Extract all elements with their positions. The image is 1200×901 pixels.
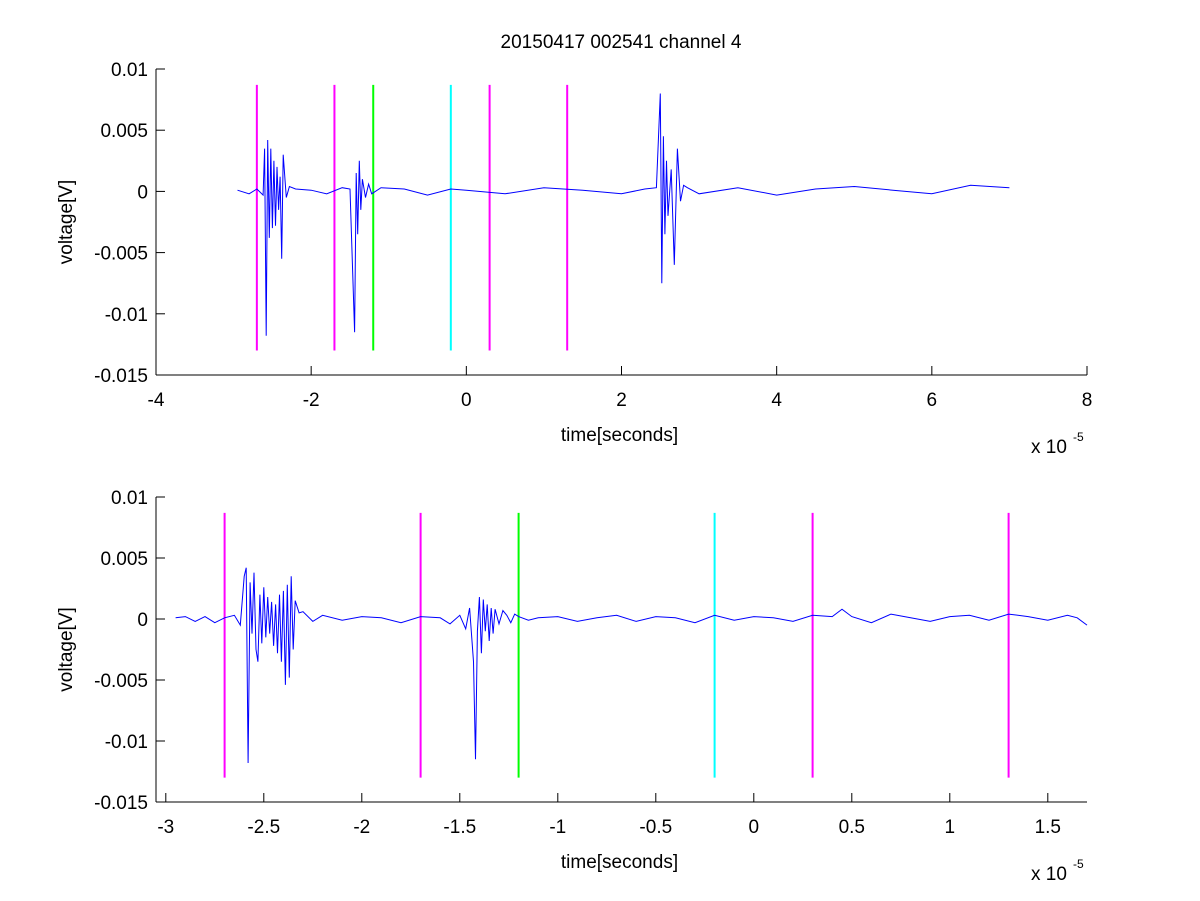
signal-trace (175, 567, 1088, 764)
y-tick-label: -0.005 (94, 244, 148, 265)
y-tick-label: 0.01 (111, 60, 148, 81)
y-axis-label: voltage[V] (56, 607, 77, 692)
x-tick-label: -2 (353, 817, 370, 838)
figure-title: 20150417 002541 channel 4 (501, 32, 742, 53)
x-multiplier-exponent: -5 (1073, 430, 1084, 444)
x-tick-label: 2 (616, 390, 627, 411)
x-tick-label: -2.5 (247, 817, 280, 838)
x-tick-label: 0 (749, 817, 760, 838)
x-tick-label: 1.5 (1035, 817, 1061, 838)
x-tick-label: -0.5 (639, 817, 672, 838)
y-tick-label: 0 (137, 182, 148, 203)
y-tick-label: -0.015 (94, 793, 148, 814)
x-tick-label: -2 (303, 390, 320, 411)
y-tick-label: -0.005 (94, 671, 148, 692)
x-tick-label: 0 (461, 390, 472, 411)
x-tick-label: -3 (157, 817, 174, 838)
x-tick-label: 1 (945, 817, 956, 838)
y-tick-label: 0.005 (100, 121, 148, 142)
x-tick-label: -4 (148, 390, 165, 411)
y-tick-label: 0 (137, 610, 148, 631)
y-tick-label: 0.01 (111, 488, 148, 509)
x-multiplier-exponent: -5 (1073, 857, 1084, 871)
y-axis-label: voltage[V] (56, 180, 77, 265)
x-tick-label: 6 (927, 390, 938, 411)
x-tick-label: -1.5 (443, 817, 476, 838)
x-multiplier-label: x 10 (1031, 437, 1067, 458)
x-tick-label: 4 (771, 390, 782, 411)
bottom-axes: 0.01 0.005 0 -0.005 -0.01 -0.015 -3 -2.5 -2 -1.5 -… (56, 488, 1088, 885)
x-axis-label: time[seconds] (561, 425, 678, 446)
y-tick-label: -0.01 (105, 732, 148, 753)
y-tick-label: -0.01 (105, 305, 148, 326)
x-tick-label: -1 (549, 817, 566, 838)
y-tick-label: -0.015 (94, 366, 148, 387)
x-axis-label: time[seconds] (561, 852, 678, 873)
y-tick-label: 0.005 (100, 549, 148, 570)
top-axes: 0.01 0.005 0 -0.005 -0.01 -0.015-4 -2 0 2 4 6 8 time… (56, 60, 1092, 458)
signal-trace (237, 93, 1010, 336)
x-tick-label: 8 (1082, 390, 1093, 411)
x-multiplier-label: x 10 (1031, 864, 1067, 885)
x-tick-label: 0.5 (839, 817, 865, 838)
